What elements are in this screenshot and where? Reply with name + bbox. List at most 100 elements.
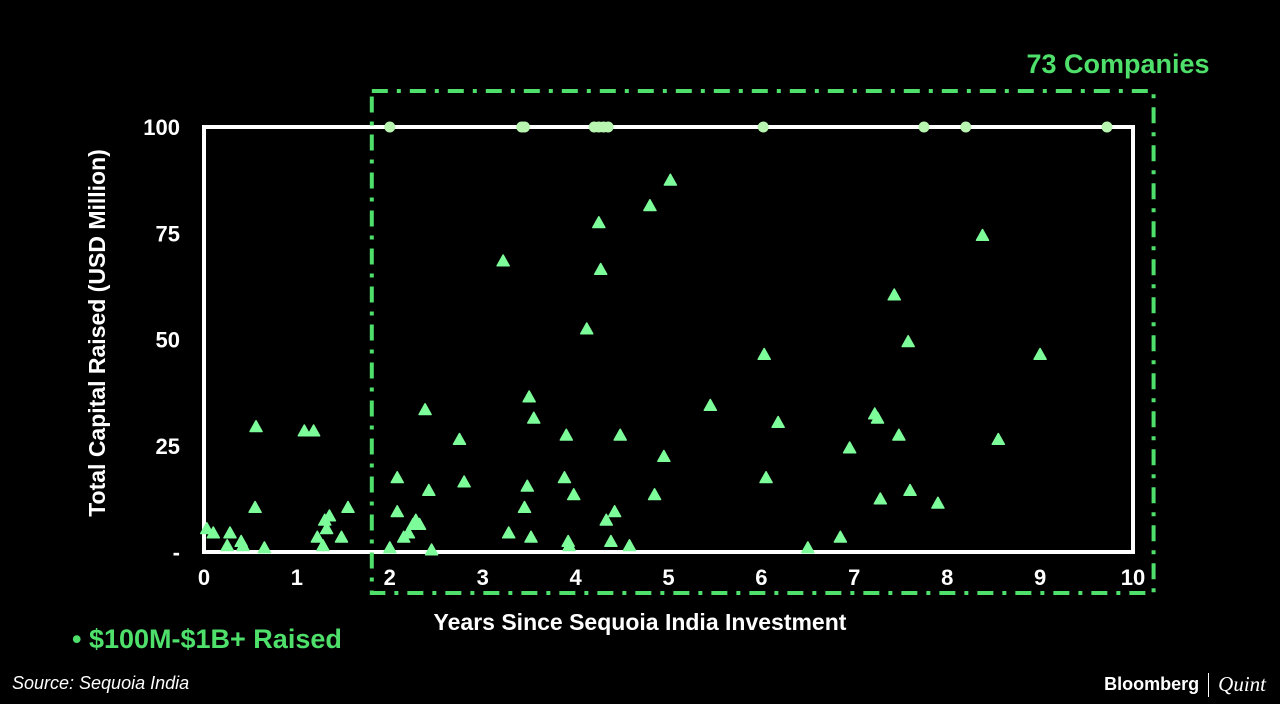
data-point — [452, 432, 467, 446]
data-point — [873, 492, 888, 505]
x-tick-label: 6 — [755, 565, 767, 590]
data-point — [759, 471, 773, 484]
data-point — [607, 505, 622, 518]
data-point — [593, 262, 608, 276]
data-point — [424, 543, 439, 556]
brand-logo: Bloomberg Quint — [1104, 672, 1266, 697]
data-point — [310, 530, 325, 543]
data-point — [527, 411, 541, 424]
data-point — [1033, 347, 1047, 361]
plot-frame — [202, 125, 1135, 554]
data-point — [390, 471, 404, 484]
data-point — [887, 288, 901, 301]
data-point — [257, 541, 272, 554]
data-point — [457, 475, 471, 488]
data-point — [870, 411, 885, 424]
legend: • $100M-$1B+ Raised — [72, 624, 342, 654]
data-point — [892, 428, 906, 441]
x-tick-label: 4 — [569, 565, 582, 590]
data-point — [297, 424, 312, 437]
data-point — [524, 530, 538, 543]
data-point — [220, 539, 234, 552]
x-axis-title: Years Since Sequoia India Investment — [434, 609, 847, 635]
x-tick-label: 0 — [198, 565, 210, 590]
data-point — [559, 428, 574, 441]
data-point — [903, 483, 917, 497]
companies-annotation: 73 Companies — [1026, 49, 1209, 79]
y-tick-label: 75 — [156, 221, 180, 246]
data-point — [422, 483, 436, 497]
x-tick-label: 1 — [291, 565, 303, 590]
data-point — [236, 539, 250, 552]
data-point — [319, 522, 334, 535]
data-point — [622, 539, 637, 552]
data-point — [249, 420, 263, 433]
capped-data-point — [384, 121, 396, 133]
data-point — [566, 488, 581, 501]
data-point — [517, 500, 532, 514]
data-point — [501, 526, 516, 539]
data-point — [522, 390, 536, 403]
data-point — [643, 199, 657, 212]
x-tick-label: 3 — [477, 565, 489, 590]
data-point — [322, 509, 337, 522]
brand-bloomberg: Bloomberg — [1104, 674, 1200, 694]
capped-data-point — [519, 121, 531, 133]
data-point — [383, 541, 397, 554]
x-tick-label: 8 — [941, 565, 953, 590]
data-point — [657, 449, 671, 463]
x-tick-label: 10 — [1121, 565, 1145, 590]
data-point — [931, 496, 945, 509]
data-point — [412, 517, 427, 531]
data-point — [901, 335, 915, 348]
data-point — [592, 216, 606, 229]
highlight-region — [369, 89, 1156, 595]
data-point — [341, 500, 355, 514]
capped-data-point — [960, 121, 972, 133]
data-point — [520, 479, 535, 492]
data-point — [771, 415, 785, 429]
y-tick-label: 50 — [156, 328, 180, 353]
data-point — [418, 403, 432, 416]
data-point — [647, 488, 662, 501]
x-tick-label: 7 — [848, 565, 860, 590]
x-tick-label: 2 — [384, 565, 396, 590]
data-point — [842, 441, 857, 454]
data-point — [599, 513, 614, 526]
y-tick-label: 25 — [156, 434, 180, 459]
data-point — [757, 347, 771, 361]
data-point — [248, 500, 262, 514]
data-point — [206, 526, 221, 539]
x-tick-label: 9 — [1034, 565, 1046, 590]
data-point — [401, 526, 416, 539]
brand-quint: Quint — [1218, 672, 1266, 696]
x-tick-label: 5 — [662, 565, 674, 590]
data-point — [833, 530, 848, 543]
data-point — [562, 539, 576, 552]
data-point — [316, 539, 330, 552]
capped-data-point — [1101, 121, 1113, 133]
data-point — [579, 322, 594, 335]
capped-data-point — [757, 121, 769, 133]
data-point — [991, 432, 1006, 446]
data-point — [390, 505, 404, 518]
data-point — [703, 398, 718, 412]
data-point — [334, 530, 349, 543]
data-point — [306, 424, 321, 437]
capped-data-point — [602, 121, 614, 133]
data-point — [663, 173, 678, 186]
source-note: Source: Sequoia India — [12, 673, 190, 693]
capped-data-point — [918, 121, 930, 133]
y-tick-label: 100 — [143, 115, 180, 140]
y-tick-label: - — [173, 540, 180, 565]
brand-divider — [1208, 672, 1210, 697]
data-point — [200, 522, 214, 535]
data-point — [613, 428, 627, 441]
data-point — [801, 541, 815, 554]
data-point — [223, 526, 237, 539]
data-point — [496, 254, 510, 267]
data-point — [604, 534, 618, 548]
data-point — [557, 471, 572, 484]
data-point — [975, 228, 990, 242]
